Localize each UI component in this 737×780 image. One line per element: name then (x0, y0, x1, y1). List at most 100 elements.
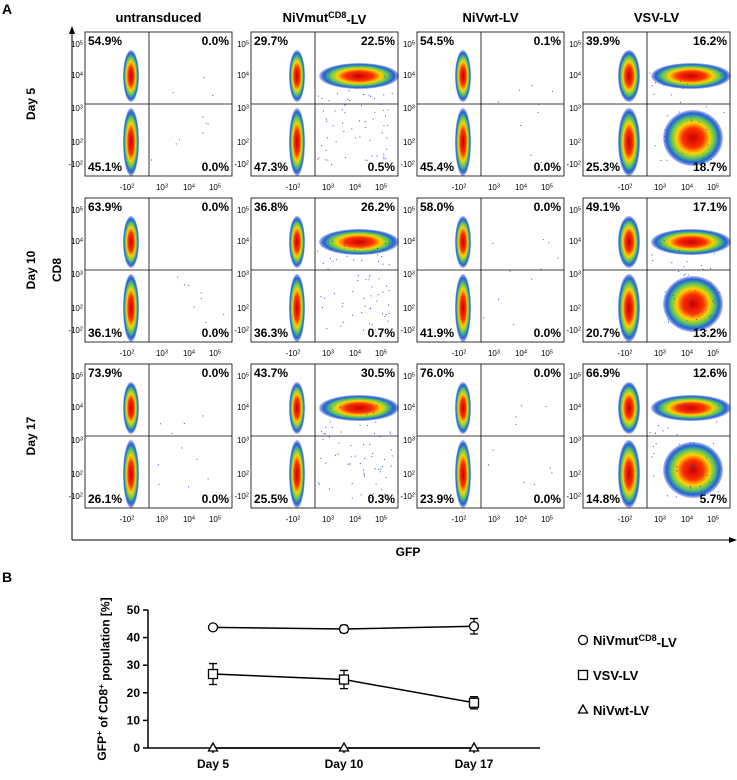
text-part: 10 (403, 372, 412, 381)
event-dot (332, 125, 334, 127)
event-dot (681, 153, 683, 155)
y-tick-label: 102 (569, 470, 581, 479)
event-dot (653, 453, 655, 455)
text-part: 10 (183, 515, 192, 524)
text-part: 2 (578, 160, 581, 166)
text-part: 10 (71, 304, 80, 313)
text-part: 4 (80, 403, 83, 409)
event-dot (324, 433, 326, 435)
event-dot (341, 122, 343, 124)
text-part: 2 (412, 470, 415, 476)
event-dot (651, 254, 653, 256)
text-part: -10 (452, 515, 464, 524)
text-part: 2 (578, 138, 581, 144)
y-tick-label: 105 (569, 372, 581, 381)
event-dot (685, 445, 687, 447)
text-part: 5 (384, 183, 387, 189)
event-dot (691, 465, 693, 467)
event-dot (332, 260, 334, 262)
text-part: 10 (654, 349, 663, 358)
event-dot (537, 112, 539, 114)
text-part: 5 (550, 515, 553, 521)
text-part: 10 (654, 183, 663, 192)
text-part: 10 (403, 206, 412, 215)
event-dot (374, 433, 376, 435)
x-tick-label: 105 (375, 515, 387, 524)
quadrant-percent: 30.5% (361, 366, 395, 380)
event-dot (523, 481, 525, 483)
y-tick-label: -102 (566, 492, 581, 501)
event-dot (349, 406, 351, 408)
quadrant-percent: 5.7% (700, 492, 728, 506)
event-dot (385, 476, 387, 478)
event-dot (513, 324, 515, 326)
event-dot (384, 493, 386, 495)
event-dot (383, 158, 385, 160)
text-part: 10 (375, 183, 384, 192)
event-dot (340, 325, 342, 327)
y-tick-label: 104 (569, 403, 581, 412)
event-dot (723, 79, 725, 81)
x-tick-label: 104 (183, 515, 195, 524)
event-dot (690, 485, 692, 487)
event-dot (373, 412, 375, 414)
event-dot (335, 141, 337, 143)
event-dot (382, 249, 384, 251)
text-part: 10 (403, 403, 412, 412)
event-dot (690, 487, 692, 489)
y-tick-label: 103 (403, 436, 415, 445)
flow-plot (84, 31, 233, 177)
event-dot (390, 465, 392, 467)
text-part: 5 (716, 349, 719, 355)
x-tick-label: -102 (618, 515, 633, 524)
legend-entry (577, 669, 589, 681)
event-dot (667, 115, 669, 117)
event-dot (338, 442, 340, 444)
event-dot (328, 436, 330, 438)
quadrant-percent: 0.0% (202, 200, 230, 214)
event-dot (381, 313, 383, 315)
event-dot (653, 93, 655, 95)
y-tick-label: 104 (71, 403, 83, 412)
x-tick-label: 104 (349, 183, 361, 192)
event-dot (369, 307, 371, 309)
event-dot (331, 164, 333, 166)
event-dot (702, 475, 704, 477)
event-dot (322, 72, 324, 74)
y-tick-label: -102 (68, 492, 83, 501)
quadrant-percent: 73.9% (88, 366, 122, 380)
event-dot (706, 129, 708, 131)
event-dot (710, 268, 712, 270)
event-dot (387, 320, 389, 322)
text-part: 5 (246, 40, 249, 46)
density (123, 50, 139, 102)
y-tick-label: 104 (403, 237, 415, 246)
event-dot (321, 307, 323, 309)
text-part: 10 (403, 71, 412, 80)
text-part: 2 (629, 183, 632, 189)
event-dot (363, 239, 365, 241)
event-dot (391, 407, 393, 409)
y-tick-label: 103 (569, 270, 581, 279)
event-dot (718, 471, 720, 473)
x-tick-label: 105 (375, 349, 387, 358)
y-tick-label: 20 (127, 686, 141, 700)
event-dot (381, 466, 383, 468)
text-part: 10 (515, 515, 524, 524)
y-tick-label: 102 (403, 304, 415, 313)
text-part: 3 (578, 270, 581, 276)
density (651, 63, 731, 89)
flow-plot (416, 363, 565, 509)
event-dot (652, 446, 654, 448)
event-dot (391, 92, 393, 94)
event-dot (551, 90, 553, 92)
event-dot (666, 159, 668, 161)
event-dot (666, 495, 668, 497)
text-part: 10 (403, 304, 412, 313)
event-dot (713, 315, 715, 317)
density (663, 442, 723, 498)
text-part: 10 (237, 436, 246, 445)
marker (207, 622, 219, 633)
quadrant-percent: 25.5% (254, 492, 288, 506)
text-part: 10 (403, 470, 412, 479)
